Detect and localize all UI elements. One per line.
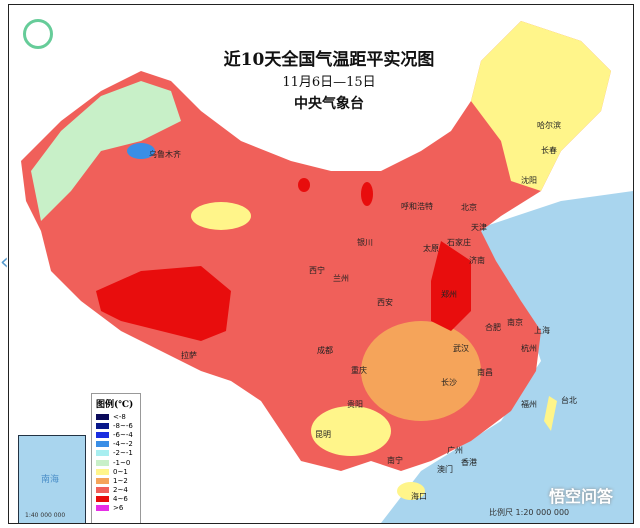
hot-patch <box>361 182 373 206</box>
city-label: 南京 <box>507 318 523 327</box>
city-label: 长春 <box>541 146 557 155</box>
city-label: 上海 <box>534 326 550 335</box>
city-label: 合肥 <box>485 323 501 332</box>
city-label: 天津 <box>471 223 487 232</box>
legend-swatch <box>96 487 109 494</box>
legend-swatch <box>96 459 109 466</box>
legend-item: 4~6 <box>96 495 136 504</box>
south-china-sea-inset: 南海 1:40 000 000 <box>18 435 86 523</box>
mild-patch-south <box>311 406 391 456</box>
city-label: 福州 <box>521 400 537 409</box>
legend-item: -8~-6 <box>96 421 136 430</box>
city-label: 西安 <box>377 298 393 307</box>
city-label: 杭州 <box>521 344 537 353</box>
city-label: 南昌 <box>477 368 493 377</box>
city-label: 澳门 <box>437 465 453 474</box>
legend-item: -1~0 <box>96 458 136 467</box>
legend: 图例(℃) <-8 -8~-6 -6~-4 -4~-2 -2~-1 -1~0 0~1 1~2 2… <box>91 393 141 523</box>
city-label: 贵阳 <box>347 400 363 409</box>
city-label: 广州 <box>447 446 463 455</box>
legend-item: 2~4 <box>96 486 136 495</box>
legend-item: <-8 <box>96 412 136 421</box>
cma-logo <box>23 19 53 49</box>
inset-label: 南海 <box>41 475 60 485</box>
city-label: 重庆 <box>351 366 367 375</box>
mild-patch-east <box>361 321 481 421</box>
city-label: 西宁 <box>309 266 325 275</box>
legend-swatch <box>96 496 109 503</box>
legend-label: -8~-6 <box>113 421 133 430</box>
legend-swatch <box>96 431 109 438</box>
legend-label: 2~4 <box>113 486 128 495</box>
cool-northwest <box>31 81 181 221</box>
inset-scale: 1:40 000 000 <box>25 512 66 519</box>
legend-swatch <box>96 450 109 457</box>
legend-item: -2~-1 <box>96 449 136 458</box>
legend-label: >6 <box>113 504 124 513</box>
city-label: 南宁 <box>387 456 403 465</box>
map-scale: 比例尺 1:20 000 000 <box>489 508 570 517</box>
taiwan <box>544 396 557 431</box>
temperature-anomaly-map <box>9 5 633 523</box>
city-label: 昆明 <box>315 430 331 439</box>
legend-item: 0~1 <box>96 467 136 476</box>
legend-label: 4~6 <box>113 495 128 504</box>
city-label: 海口 <box>411 492 427 501</box>
legend-item: 1~2 <box>96 476 136 485</box>
legend-label: -2~-1 <box>113 449 133 458</box>
chevron-left-icon[interactable]: ‹ <box>0 250 9 275</box>
city-label: 成都 <box>317 346 333 355</box>
hainan <box>397 482 425 500</box>
city-label: 呼和浩特 <box>401 202 433 211</box>
city-label: 沈阳 <box>521 176 537 185</box>
city-label: 兰州 <box>333 274 349 283</box>
legend-label: 0~1 <box>113 467 128 476</box>
city-label: 香港 <box>461 458 477 467</box>
city-label: 石家庄 <box>447 238 471 247</box>
legend-label: -1~0 <box>113 458 131 467</box>
legend-item: -6~-4 <box>96 430 136 439</box>
legend-label: <-8 <box>113 412 126 421</box>
legend-swatch <box>96 505 109 512</box>
map-title: 近10天全国气温距平实况图 <box>223 50 435 70</box>
city-label: 银川 <box>357 238 373 247</box>
hot-central <box>431 241 471 331</box>
legend-swatch <box>96 441 109 448</box>
issuer: 中央气象台 <box>294 96 364 112</box>
legend-label: 1~2 <box>113 476 128 485</box>
city-label: 济南 <box>469 256 485 265</box>
city-label: 北京 <box>461 203 477 212</box>
legend-swatch <box>96 422 109 429</box>
map-frame: 近10天全国气温距平实况图 11月6日—15日 中央气象台 乌鲁木齐 哈尔滨 长… <box>8 4 634 524</box>
watermark: 悟空问答 <box>549 487 614 506</box>
cool-patch <box>127 143 155 159</box>
warm-northeast <box>471 21 611 191</box>
city-label: 武汉 <box>453 344 469 353</box>
legend-swatch <box>96 413 109 420</box>
hot-tibet <box>96 266 231 341</box>
legend-item: -4~-2 <box>96 440 136 449</box>
date-range: 11月6日—15日 <box>282 75 376 90</box>
city-label: 乌鲁木齐 <box>149 150 181 159</box>
legend-label: -4~-2 <box>113 440 133 449</box>
city-label: 台北 <box>561 396 577 405</box>
legend-title: 图例(℃) <box>96 400 134 410</box>
sea <box>381 191 633 523</box>
city-label: 太原 <box>423 244 439 253</box>
city-label: 拉萨 <box>181 351 197 360</box>
legend-item: >6 <box>96 504 136 513</box>
legend-swatch <box>96 477 109 484</box>
city-label: 长沙 <box>441 378 457 387</box>
hot-patch <box>298 178 310 192</box>
legend-label: -6~-4 <box>113 430 133 439</box>
city-label: 哈尔滨 <box>537 121 561 130</box>
mild-patch-xinjiang <box>191 202 251 230</box>
legend-swatch <box>96 468 109 475</box>
city-label: 郑州 <box>441 290 457 299</box>
